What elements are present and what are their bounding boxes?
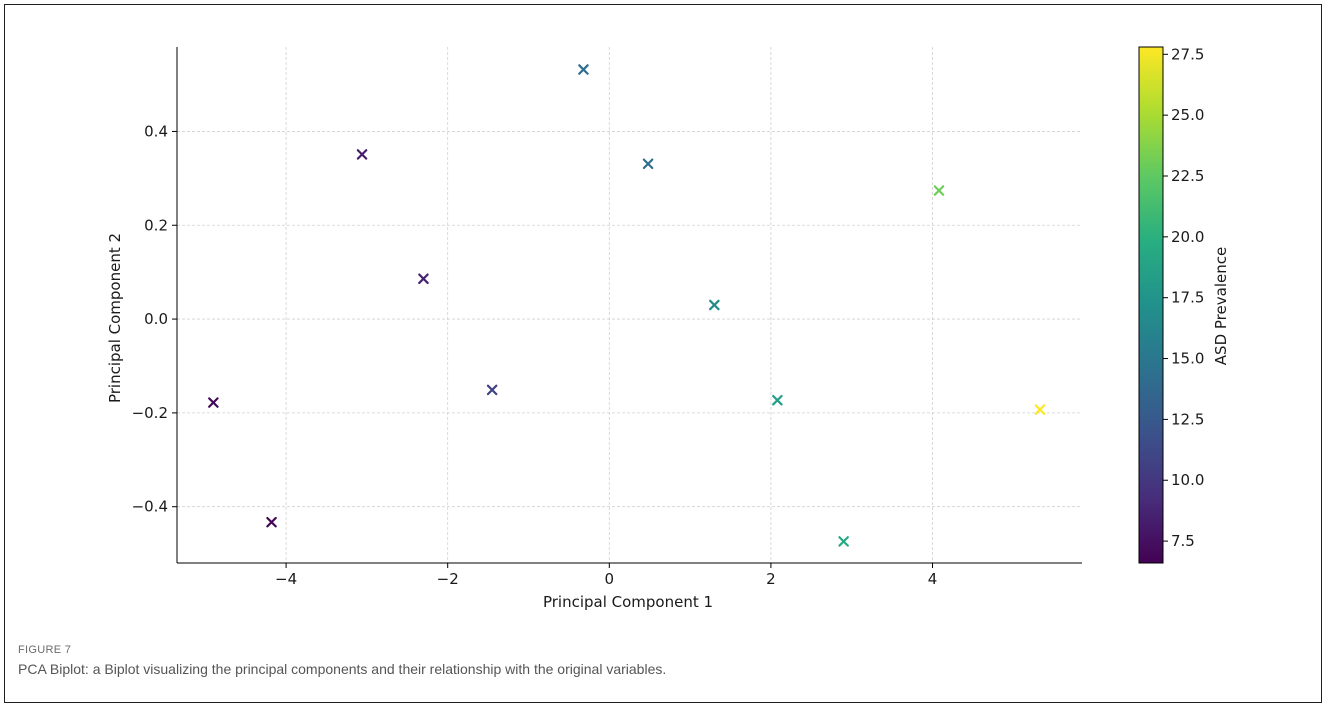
colorbar-label: ASD Prevalence — [1212, 247, 1230, 365]
point-stroke — [642, 158, 654, 170]
scatter-point — [578, 64, 589, 75]
axes — [176, 47, 1082, 564]
point-stroke — [772, 394, 783, 406]
x-tick-label: −2 — [437, 570, 459, 588]
colorbar-tick-label: 17.5 — [1171, 289, 1204, 307]
scatter-point — [486, 384, 498, 396]
point-stroke — [418, 273, 429, 285]
point-stroke — [578, 64, 589, 75]
colorbar-tick-label: 12.5 — [1171, 410, 1204, 428]
y-tick-label: 0.4 — [144, 122, 168, 140]
x-axis-label: Principal Component 1 — [543, 593, 713, 611]
point-stroke — [838, 536, 849, 547]
scatter-point — [772, 394, 783, 406]
colorbar-tick-label: 22.5 — [1171, 167, 1204, 185]
x-tick-label: −4 — [275, 570, 297, 588]
point-stroke — [709, 299, 720, 311]
figure-frame — [4, 4, 1322, 703]
tick-labels: −4 −2 0 2 4 −0.4 −0.2 0.0 0.2 0.4 — [132, 122, 938, 588]
colorbar-tick-label: 25.0 — [1171, 106, 1204, 124]
point-stroke — [933, 185, 945, 196]
scatter-point — [266, 516, 277, 528]
point-stroke — [486, 384, 498, 396]
colorbar-tick-label: 15.0 — [1171, 350, 1204, 368]
scatter-point — [933, 185, 945, 196]
colorbar-tick-label: 10.0 — [1171, 471, 1204, 489]
scatter-point — [418, 273, 429, 285]
x-tick-label: 0 — [605, 570, 615, 588]
y-tick-label: 0.0 — [144, 310, 168, 328]
figure-label: FIGURE 7 — [18, 644, 72, 656]
point-stroke — [266, 516, 277, 528]
colorbar-tick-label: 7.5 — [1171, 532, 1195, 550]
scatter-points — [208, 64, 1046, 547]
colorbar-gradient-bar — [1138, 46, 1164, 564]
x-tick-label: 4 — [928, 570, 938, 588]
colorbar: 7.5 10.0 12.5 15.0 17.5 20.0 22.5 25.0 27.5 — [1138, 45, 1204, 564]
point-stroke — [208, 397, 219, 408]
scatter-point — [356, 149, 368, 160]
point-stroke — [356, 149, 368, 160]
y-axis-label: Principal Component 2 — [106, 233, 124, 403]
scatter-point — [1034, 404, 1046, 415]
colorbar-tick-label: 20.0 — [1171, 228, 1204, 246]
figure-caption: PCA Biplot: a Biplot visualizing the pri… — [18, 661, 667, 677]
scatter-point — [208, 397, 219, 408]
scatter-point — [709, 299, 720, 311]
colorbar-tick-label: 27.5 — [1171, 45, 1204, 63]
y-tick-label: −0.2 — [132, 404, 168, 422]
scatter-point — [838, 536, 849, 547]
scatter-point — [642, 158, 654, 170]
point-stroke — [1034, 404, 1046, 415]
y-tick-label: 0.2 — [144, 216, 168, 234]
y-tick-label: −0.4 — [132, 498, 168, 516]
x-tick-label: 2 — [766, 570, 776, 588]
grid-lines — [177, 47, 1082, 563]
